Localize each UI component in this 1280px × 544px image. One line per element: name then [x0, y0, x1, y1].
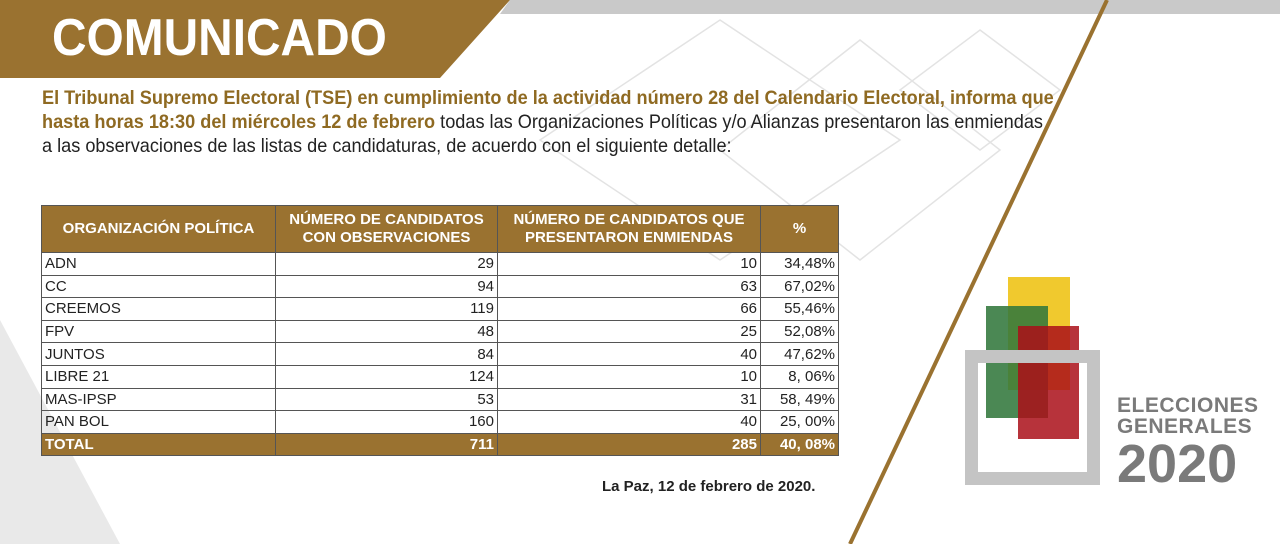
table-row: PAN BOL 160 40 25, 00% [41, 410, 839, 434]
table-row: CREEMOS 119 66 55,46% [41, 297, 839, 321]
total-row: TOTAL 711 285 40, 08% [41, 432, 839, 457]
col-header-percent: % [760, 205, 839, 253]
cell-enmiendas: 40 [497, 410, 761, 434]
cell-org-name: LIBRE 21 [41, 364, 276, 389]
col-header-org: ORGANIZACIÓN POLÍTICA [41, 205, 276, 253]
cell-enmiendas: 10 [497, 364, 761, 389]
col-header-enmiendas: NÚMERO DE CANDIDATOS QUE PRESENTARON ENM… [497, 205, 761, 253]
cell-org-name: ADN [41, 252, 276, 276]
logo-red-block [1018, 326, 1079, 439]
intro-paragraph: El Tribunal Supremo Electoral (TSE) en c… [42, 86, 1056, 158]
cell-enmiendas: 10 [497, 252, 761, 276]
cell-percent: 47,62% [760, 342, 839, 366]
cell-enmiendas: 63 [497, 274, 761, 299]
cell-org-name: PAN BOL [41, 410, 276, 434]
cell-org-name: FPV [41, 319, 276, 344]
cell-observaciones: 124 [275, 364, 498, 389]
page-title: COMUNICADO [52, 9, 387, 67]
cell-observaciones: 160 [275, 410, 498, 434]
cell-percent: 34,48% [760, 252, 839, 276]
logo-text-generales: GENERALES [1117, 415, 1253, 438]
cell-org-name: CC [41, 274, 276, 299]
logo-text-elecciones: ELECCIONES [1117, 394, 1259, 417]
cell-org-name: MAS-IPSP [41, 387, 276, 412]
gold-diagonal-line [848, 0, 1109, 544]
cell-enmiendas: 66 [497, 297, 761, 321]
cell-percent: 25, 00% [760, 410, 839, 434]
total-percent: 40, 08% [760, 432, 839, 457]
table-header: ORGANIZACIÓN POLÍTICA NÚMERO DE CANDIDAT… [41, 205, 839, 253]
cell-observaciones: 84 [275, 342, 498, 366]
logo-year: 2020 [1117, 434, 1238, 494]
cell-observaciones: 53 [275, 387, 498, 412]
col-header-observaciones: NÚMERO DE CANDIDATOS CON OBSERVACIONES [275, 205, 498, 253]
intro-regular: todas las Organizaciones Políticas y/o A… [42, 111, 1043, 157]
total-observaciones: 711 [275, 432, 498, 457]
top-gray-strip [500, 0, 1280, 14]
table-row: MAS-IPSP 53 31 58, 49% [41, 387, 839, 412]
cell-percent: 52,08% [760, 319, 839, 344]
title-banner [0, 0, 510, 78]
cell-observaciones: 48 [275, 319, 498, 344]
table-row: JUNTOS 84 40 47,62% [41, 342, 839, 366]
table-row: CC 94 63 67,02% [41, 274, 839, 299]
cell-enmiendas: 25 [497, 319, 761, 344]
cell-observaciones: 119 [275, 297, 498, 321]
intro-bold: El Tribunal Supremo Electoral (TSE) en c… [42, 87, 1054, 133]
cell-observaciones: 29 [275, 252, 498, 276]
total-enmiendas: 285 [497, 432, 761, 457]
date-signature: La Paz, 12 de febrero de 2020. [602, 478, 816, 495]
cell-percent: 58, 49% [760, 387, 839, 412]
table-row: ADN 29 10 34,48% [41, 252, 839, 276]
logo-ballot-box [965, 350, 1100, 485]
results-table: ORGANIZACIÓN POLÍTICA NÚMERO DE CANDIDAT… [41, 205, 839, 457]
cell-observaciones: 94 [275, 274, 498, 299]
cell-percent: 67,02% [760, 274, 839, 299]
cell-enmiendas: 31 [497, 387, 761, 412]
cell-org-name: CREEMOS [41, 297, 276, 321]
table-row: LIBRE 21 124 10 8, 06% [41, 364, 839, 389]
table-row: FPV 48 25 52,08% [41, 319, 839, 344]
cell-enmiendas: 40 [497, 342, 761, 366]
cell-percent: 55,46% [760, 297, 839, 321]
cell-percent: 8, 06% [760, 364, 839, 389]
total-label: TOTAL [41, 432, 276, 457]
cell-org-name: JUNTOS [41, 342, 276, 366]
